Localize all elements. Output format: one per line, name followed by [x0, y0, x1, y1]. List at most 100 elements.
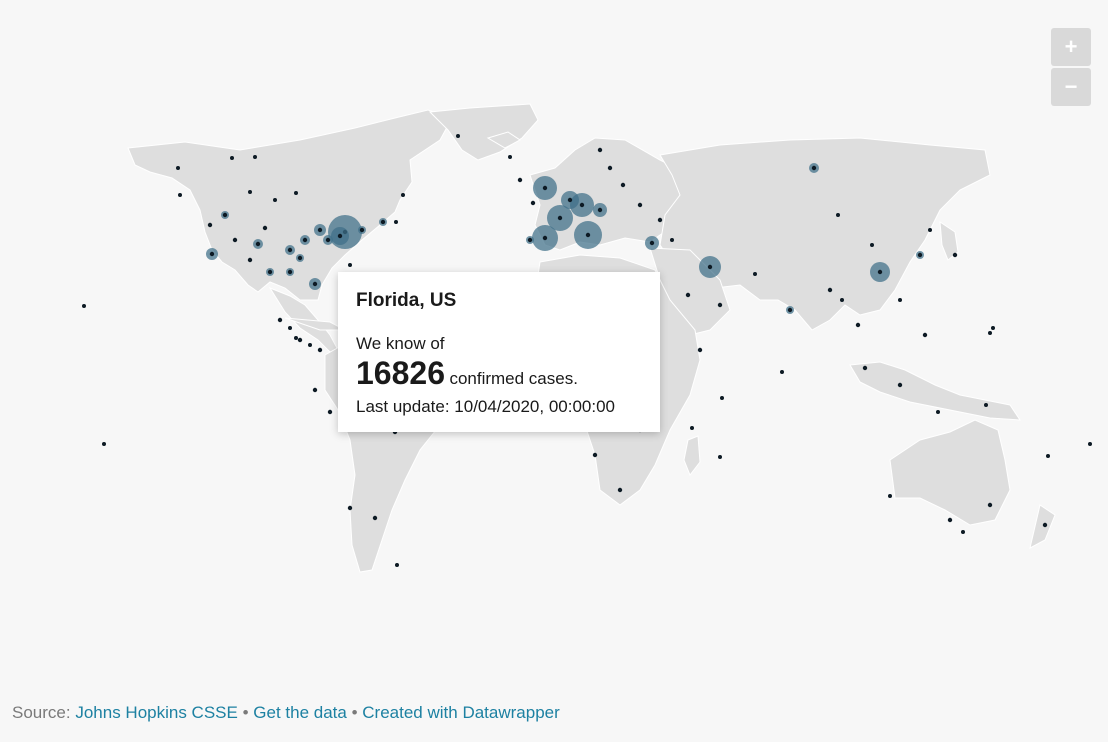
case-dot[interactable]: [294, 191, 298, 195]
case-dot[interactable]: [348, 263, 352, 267]
case-dot[interactable]: [207, 222, 213, 228]
case-dot[interactable]: [102, 442, 106, 446]
case-dot[interactable]: [988, 331, 992, 335]
case-dot[interactable]: [308, 343, 312, 347]
case-dot[interactable]: [685, 292, 691, 298]
case-dot[interactable]: [597, 207, 603, 213]
case-dot[interactable]: [312, 281, 318, 287]
case-dot[interactable]: [585, 232, 591, 238]
case-dot[interactable]: [620, 182, 626, 188]
case-dot[interactable]: [855, 322, 861, 328]
case-dot[interactable]: [888, 494, 892, 498]
case-dot[interactable]: [617, 487, 623, 493]
case-dot[interactable]: [230, 156, 234, 160]
case-dot[interactable]: [273, 198, 277, 202]
case-dot[interactable]: [720, 396, 724, 400]
case-dot[interactable]: [255, 241, 261, 247]
case-dot[interactable]: [579, 202, 585, 208]
case-dot[interactable]: [395, 563, 399, 567]
case-dot[interactable]: [811, 165, 817, 171]
case-dot[interactable]: [359, 227, 365, 233]
case-dot[interactable]: [1046, 454, 1050, 458]
case-dot[interactable]: [527, 237, 533, 243]
case-dot[interactable]: [917, 252, 923, 258]
case-dot[interactable]: [607, 165, 613, 171]
case-dot[interactable]: [922, 332, 928, 338]
case-dot[interactable]: [657, 217, 663, 223]
case-dot[interactable]: [753, 272, 757, 276]
case-dot[interactable]: [557, 215, 563, 221]
case-dot[interactable]: [530, 200, 536, 206]
case-dot[interactable]: [178, 193, 182, 197]
case-dot[interactable]: [327, 409, 333, 415]
case-dot[interactable]: [176, 166, 180, 170]
case-dot[interactable]: [312, 387, 318, 393]
case-dot[interactable]: [394, 220, 398, 224]
case-dot[interactable]: [297, 255, 303, 261]
case-dot[interactable]: [337, 233, 343, 239]
case-dot[interactable]: [82, 304, 86, 308]
case-dot[interactable]: [302, 237, 308, 243]
case-dot[interactable]: [787, 307, 793, 313]
case-dot[interactable]: [380, 219, 386, 225]
case-dot[interactable]: [670, 238, 674, 242]
case-dot[interactable]: [592, 452, 598, 458]
zoom-out-button[interactable]: −: [1051, 68, 1091, 106]
case-dot[interactable]: [325, 237, 331, 243]
case-dot[interactable]: [928, 228, 932, 232]
case-dot[interactable]: [317, 347, 323, 353]
case-dot[interactable]: [542, 235, 548, 241]
case-dot[interactable]: [961, 530, 965, 534]
case-dot[interactable]: [248, 190, 252, 194]
case-dot[interactable]: [567, 197, 573, 203]
datawrapper-link[interactable]: Created with Datawrapper: [362, 703, 560, 722]
case-dot[interactable]: [267, 269, 273, 275]
case-dot[interactable]: [597, 147, 603, 153]
case-dot[interactable]: [508, 155, 512, 159]
case-dot[interactable]: [707, 264, 713, 270]
case-dot[interactable]: [952, 252, 958, 258]
case-dot[interactable]: [262, 225, 268, 231]
case-dot[interactable]: [718, 455, 722, 459]
case-dot[interactable]: [287, 269, 293, 275]
case-dot[interactable]: [697, 347, 703, 353]
zoom-in-button[interactable]: +: [1051, 28, 1091, 66]
case-dot[interactable]: [717, 302, 723, 308]
case-dot[interactable]: [897, 382, 903, 388]
case-dot[interactable]: [1042, 522, 1048, 528]
case-dot[interactable]: [294, 336, 298, 340]
case-dot[interactable]: [827, 287, 833, 293]
case-dot[interactable]: [987, 502, 993, 508]
case-dot[interactable]: [347, 505, 353, 511]
case-dot[interactable]: [222, 212, 228, 218]
case-dot[interactable]: [317, 227, 323, 233]
case-dot[interactable]: [862, 365, 868, 371]
case-dot[interactable]: [690, 426, 694, 430]
case-dot[interactable]: [649, 240, 655, 246]
case-dot[interactable]: [542, 185, 548, 191]
case-dot[interactable]: [780, 370, 784, 374]
case-dot[interactable]: [877, 269, 883, 275]
case-dot[interactable]: [247, 257, 253, 263]
case-dot[interactable]: [287, 247, 293, 253]
case-dot[interactable]: [947, 517, 953, 523]
case-dot[interactable]: [209, 251, 215, 257]
case-dot[interactable]: [936, 410, 940, 414]
case-dot[interactable]: [984, 403, 988, 407]
case-dot[interactable]: [991, 326, 995, 330]
case-dot[interactable]: [288, 326, 292, 330]
case-markers[interactable]: [82, 134, 1092, 567]
case-dot[interactable]: [1088, 442, 1092, 446]
case-dot[interactable]: [836, 213, 840, 217]
case-dot[interactable]: [840, 298, 844, 302]
case-dot[interactable]: [253, 155, 257, 159]
case-dot[interactable]: [870, 243, 874, 247]
case-dot[interactable]: [898, 298, 902, 302]
case-dot[interactable]: [637, 202, 643, 208]
source-link[interactable]: Johns Hopkins CSSE: [75, 703, 238, 722]
case-dot[interactable]: [277, 317, 283, 323]
case-dot[interactable]: [232, 237, 238, 243]
case-dot[interactable]: [456, 134, 460, 138]
case-dot[interactable]: [517, 177, 523, 183]
case-dot[interactable]: [372, 515, 378, 521]
